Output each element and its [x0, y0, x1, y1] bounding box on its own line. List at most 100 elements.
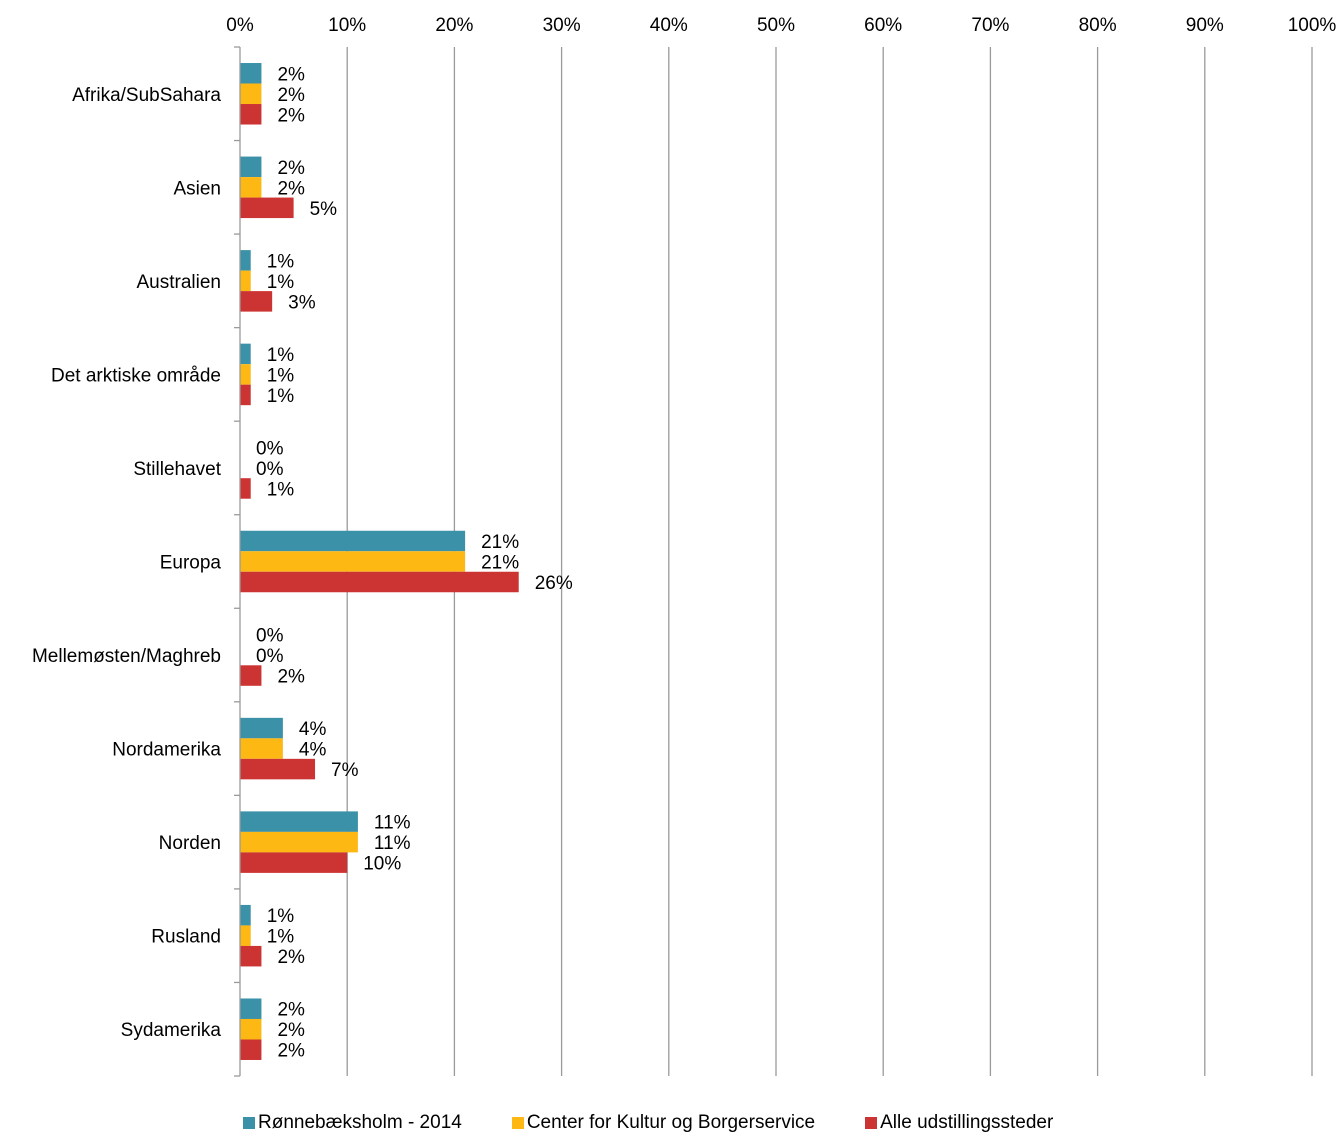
gridlines	[346, 47, 1313, 1076]
data-label: 21%	[481, 553, 519, 574]
bar-series-3	[240, 104, 262, 125]
bars	[240, 63, 519, 1060]
data-label: 1%	[267, 927, 295, 948]
bar-series-3	[240, 478, 251, 499]
category-label: Det arktiske område	[51, 365, 221, 386]
bar-series-1	[240, 811, 358, 832]
x-tick-label: 50%	[757, 15, 795, 36]
data-label: 5%	[310, 199, 338, 220]
bar-series-2	[240, 1018, 262, 1040]
category-label: Mellemøsten/Maghreb	[32, 646, 221, 667]
bar-series-1	[240, 530, 466, 552]
bar-series-2	[240, 738, 283, 759]
x-tick-label: 20%	[435, 15, 473, 36]
x-tick-label: 70%	[971, 15, 1009, 36]
x-tick-label: 0%	[226, 15, 254, 36]
bar-series-2	[240, 551, 466, 572]
x-tick-label: 100%	[1288, 15, 1337, 36]
data-label: 2%	[277, 64, 305, 85]
data-label: 1%	[267, 251, 295, 272]
legend: Rønnebæksholm - 2014 Center for Kultur o…	[243, 1111, 1103, 1135]
legend-item-series-3: Alle udstillingssteder	[865, 1112, 1053, 1134]
bar-series-1	[240, 250, 251, 271]
data-label: 2%	[277, 667, 305, 688]
category-label: Europa	[160, 553, 222, 574]
bar-series-1	[240, 63, 262, 84]
data-label: 2%	[277, 1020, 305, 1041]
x-tick-label: 60%	[864, 15, 902, 36]
legend-swatch-series-3	[865, 1117, 878, 1129]
legend-item-series-2: Center for Kultur og Borgerservice	[511, 1112, 816, 1134]
bar-series-3	[240, 384, 251, 406]
x-tick-label: 10%	[328, 15, 366, 36]
bar-series-1	[240, 343, 251, 365]
legend-label-series-1: Rønnebæksholm - 2014	[258, 1112, 462, 1133]
axes	[234, 46, 241, 1077]
data-label: 2%	[277, 85, 305, 106]
data-label: 3%	[288, 292, 316, 313]
legend-swatch-series-1	[243, 1117, 255, 1129]
data-label: 10%	[363, 854, 401, 875]
bar-series-2	[240, 831, 358, 853]
x-tick-label: 90%	[1186, 15, 1224, 36]
data-label: 1%	[267, 272, 295, 293]
bar-series-3	[240, 665, 262, 686]
data-label: 2%	[277, 1041, 305, 1062]
legend-label-series-2: Center for Kultur og Borgerservice	[526, 1112, 816, 1133]
bar-series-3	[240, 852, 348, 873]
category-label: Afrika/SubSahara	[72, 85, 221, 106]
x-tick-label: 30%	[543, 15, 581, 36]
data-label: 0%	[256, 459, 284, 480]
data-label: 2%	[277, 178, 305, 199]
data-label: 11%	[374, 813, 411, 834]
bar-series-2	[240, 83, 262, 105]
data-label: 1%	[267, 906, 295, 927]
data-label: 0%	[256, 438, 284, 459]
data-label: 4%	[299, 740, 327, 761]
bar-series-1	[240, 998, 262, 1019]
bar-series-3	[240, 291, 273, 312]
bar-chart: 0% 10% 20% 30% 40% 50% 60% 70% 80% 90% 100% Afrika/…	[32, 15, 1336, 1077]
data-label: 2%	[277, 105, 305, 126]
data-label: 2%	[277, 1000, 305, 1021]
category-label: Rusland	[151, 927, 221, 948]
bar-series-2	[240, 925, 251, 946]
data-label: 1%	[267, 479, 295, 500]
bar-series-3	[240, 758, 316, 780]
bar-series-2	[240, 364, 251, 385]
x-tick-label: 80%	[1079, 15, 1117, 36]
chart-text: 0% 10% 20% 30% 40% 50% 60% 70% 80% 90% 100% Afrika/…	[32, 15, 1336, 1062]
category-label: Norden	[159, 833, 221, 854]
data-label: 2%	[277, 158, 305, 179]
legend-item-series-1: Rønnebæksholm - 2014	[243, 1112, 462, 1134]
bar-series-3	[240, 571, 519, 593]
data-label: 4%	[299, 719, 327, 740]
data-label: 0%	[256, 646, 284, 667]
data-label: 1%	[267, 365, 295, 386]
legend-swatch-series-2	[511, 1117, 524, 1129]
data-label: 1%	[267, 345, 295, 366]
category-label: Sydamerika	[121, 1020, 222, 1041]
data-label: 21%	[481, 532, 519, 553]
category-label: Asien	[173, 178, 221, 199]
bar-series-2	[240, 177, 262, 198]
bar-series-2	[240, 270, 251, 292]
data-label: 7%	[331, 760, 359, 781]
data-label: 11%	[374, 833, 411, 854]
data-label: 2%	[277, 947, 305, 968]
bar-series-3	[240, 197, 294, 219]
category-label: Stillehavet	[133, 459, 221, 480]
data-label: 1%	[267, 386, 295, 407]
data-label: 26%	[535, 573, 573, 594]
x-tick-label: 40%	[650, 15, 688, 36]
bar-series-1	[240, 717, 283, 739]
category-label: Nordamerika	[112, 740, 221, 761]
category-label: Australien	[137, 272, 222, 293]
data-label: 0%	[256, 626, 284, 647]
bar-series-3	[240, 1039, 262, 1060]
bar-series-1	[240, 904, 251, 926]
bar-series-3	[240, 945, 262, 967]
legend-label-series-3: Alle udstillingssteder	[880, 1112, 1054, 1133]
bar-series-1	[240, 156, 262, 178]
